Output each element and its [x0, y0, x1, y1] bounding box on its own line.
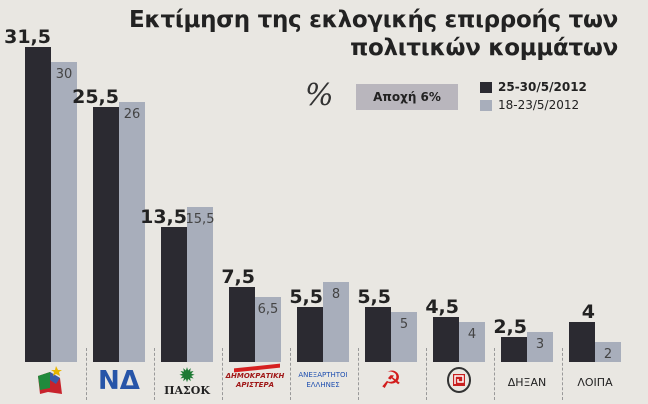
bar — [51, 62, 77, 362]
bar — [433, 317, 459, 362]
separator — [426, 348, 427, 400]
legend-item-1: 25-30/5/2012 — [480, 80, 587, 94]
pasok-logo: ✹ ΠΑΣΟΚ — [156, 363, 218, 397]
data-label: 4,5 — [425, 296, 459, 318]
chart-title: Εκτίμηση της εκλογικής επιρροής των πολι… — [129, 7, 618, 61]
category-label: ΔΗΜΟΚΡΑΤΙΚΗ ΑΡΙΣΤΕΡΑ — [225, 372, 285, 389]
category-label: ΑΝΕΞΑΡΤΗΤΟΙ ΕΛΛΗΝΕΣ — [298, 371, 348, 389]
anel-logo: ΑΝΕΞΑΡΤΗΤΟΙ ΕΛΛΗΝΕΣ — [292, 366, 354, 394]
nd-logo: ΝΔ — [98, 366, 140, 396]
bar — [323, 282, 349, 362]
data-label: 6,5 — [258, 302, 279, 317]
legend-label: 18-23/5/2012 — [498, 98, 580, 112]
bar — [25, 47, 51, 362]
kke-hammer-sickle-logo: ☭ — [380, 366, 402, 394]
separator — [494, 348, 495, 400]
bar — [501, 337, 527, 362]
legend-swatch — [480, 81, 492, 93]
pasok-sun-icon: ✹ — [178, 363, 196, 387]
bar — [527, 332, 553, 362]
data-label: 8 — [332, 287, 340, 302]
bar — [459, 322, 485, 362]
data-label: 25,5 — [72, 86, 119, 108]
bar — [391, 312, 417, 362]
data-label: 5,5 — [357, 286, 391, 308]
data-label: 5,5 — [289, 286, 323, 308]
golden-dawn-logo — [428, 366, 490, 397]
data-label: 15,5 — [186, 212, 215, 227]
category-label: ΔΗΞΑΝ — [507, 376, 547, 389]
bar — [595, 342, 621, 362]
data-label: 2,5 — [493, 316, 527, 338]
bar — [161, 227, 187, 362]
dimar-logo: ΔΗΜΟΚΡΑΤΙΚΗ ΑΡΙΣΤΕΡΑ — [224, 363, 286, 390]
bar — [255, 297, 281, 362]
bar — [297, 307, 323, 362]
data-label: 4 — [468, 327, 476, 342]
abstention-annotation: Αποχή 6% — [356, 84, 458, 110]
bar — [569, 322, 595, 362]
bar — [365, 307, 391, 362]
data-label: 31,5 — [4, 26, 51, 48]
data-label: 4 — [582, 301, 595, 323]
separator — [290, 348, 291, 400]
separator — [222, 348, 223, 400]
separator — [358, 348, 359, 400]
legend-item-2: 18-23/5/2012 — [480, 98, 579, 112]
data-label: 3 — [536, 337, 544, 352]
separator — [154, 348, 155, 400]
data-label: 13,5 — [140, 206, 187, 228]
bar — [93, 107, 119, 362]
category-label: ΠΑΣΟΚ — [164, 384, 210, 397]
data-label: 5 — [400, 317, 408, 332]
separator — [562, 348, 563, 400]
bar — [229, 287, 255, 362]
data-label: 30 — [56, 67, 73, 82]
bar — [187, 207, 213, 362]
legend-label: 25-30/5/2012 — [498, 80, 587, 94]
data-label: 7,5 — [221, 266, 255, 288]
unit-label: % — [305, 78, 334, 113]
data-label: 26 — [124, 107, 141, 122]
data-label: 2 — [604, 347, 612, 362]
category-label: ΛΟΙΠΑ — [577, 376, 613, 389]
syriza-logo — [20, 366, 82, 399]
separator — [86, 348, 87, 400]
legend-swatch — [480, 99, 492, 111]
bar — [119, 102, 145, 362]
